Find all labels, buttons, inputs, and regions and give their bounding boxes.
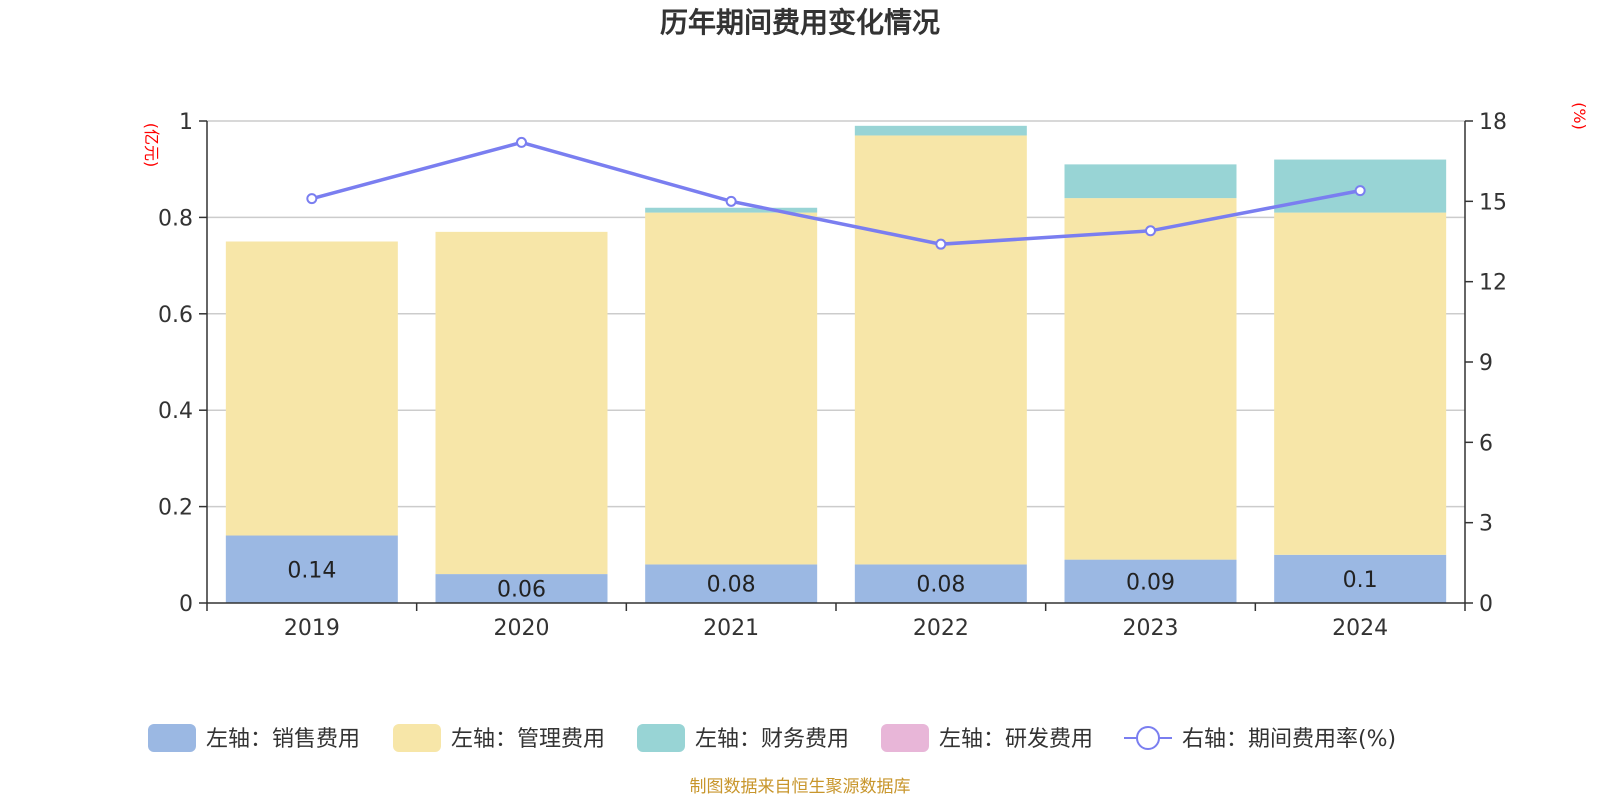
legend-item-finance[interactable]: 左轴：财务费用	[637, 724, 849, 752]
source-note: 制图数据来自恒生聚源数据库	[690, 777, 911, 797]
legend-label: 左轴：研发费用	[939, 727, 1093, 752]
bar-sales-2021[interactable]	[645, 564, 818, 603]
axes: 0 0.2 0.4 0.6 0.8 1 0 3 6 9 12 15 18 2019 2020 2021 2022…	[158, 110, 1507, 641]
bar-sales-2024[interactable]	[1274, 554, 1447, 603]
left-tick-label: 0	[179, 592, 193, 617]
bar-sales-2023[interactable]	[1064, 559, 1237, 603]
legend-label: 右轴：期间费用率(%)	[1182, 727, 1396, 752]
bar-admin-2023[interactable]	[1064, 198, 1237, 560]
bar-value-label: 0.08	[916, 573, 965, 598]
rate-point[interactable]	[516, 136, 527, 148]
right-tick-label: 3	[1479, 512, 1493, 537]
bar-labels: 0.14 0.06 0.08 0.08 0.09 0.1	[287, 558, 1377, 602]
bar-value-label: 0.08	[707, 573, 756, 598]
rate-series-line	[311, 140, 1361, 246]
bar-admin-2020[interactable]	[435, 231, 608, 575]
rate-point[interactable]	[1354, 185, 1366, 197]
bar-finance-2023[interactable]	[1064, 164, 1237, 199]
bar-value-label: 0.14	[287, 558, 336, 583]
bar-finance-2021[interactable]	[645, 207, 818, 213]
x-tick-label: 2023	[1123, 616, 1179, 641]
right-axis-unit: (%)	[1570, 102, 1589, 130]
x-tick-label: 2021	[703, 616, 759, 641]
x-tick-label: 2020	[494, 616, 550, 641]
bar-sales-2022[interactable]	[854, 564, 1027, 603]
bar-value-label: 0.06	[497, 578, 546, 603]
legend-item-rate[interactable]: 右轴：期间费用率(%)	[1124, 726, 1396, 752]
legend-label: 左轴：财务费用	[695, 727, 849, 752]
chart-title: 历年期间费用变化情况	[660, 6, 940, 39]
legend-label: 左轴：管理费用	[451, 727, 605, 752]
bar-value-label: 0.09	[1126, 570, 1175, 595]
left-tick-label: 1	[179, 110, 193, 135]
right-tick-label: 9	[1479, 351, 1493, 376]
rate-point[interactable]	[935, 238, 947, 250]
bar-value-label: 0.1	[1343, 568, 1378, 593]
bar-admin-2021[interactable]	[645, 212, 818, 565]
legend-item-admin[interactable]: 左轴：管理费用	[393, 724, 605, 752]
legend-swatch	[393, 724, 441, 752]
gridlines	[207, 120, 1465, 508]
x-tick-label: 2024	[1332, 616, 1388, 641]
left-tick-label: 0.2	[158, 496, 193, 521]
left-axis-unit: (亿元)	[142, 123, 161, 168]
legend-swatch	[148, 724, 196, 752]
right-tick-label: 12	[1479, 271, 1507, 296]
right-tick-label: 0	[1479, 592, 1493, 617]
x-tick-label: 2019	[284, 616, 340, 641]
legend-swatch	[637, 724, 685, 752]
right-tick-label: 6	[1479, 431, 1493, 456]
legend[interactable]: 左轴：销售费用 左轴：管理费用 左轴：财务费用 左轴：研发费用 右轴：期间费用率(%)	[148, 724, 1396, 752]
legend-marker-icon	[1136, 726, 1160, 750]
bar-admin-2022[interactable]	[854, 135, 1027, 565]
legend-label: 左轴：销售费用	[206, 727, 360, 752]
bar-sales-2020[interactable]	[435, 574, 608, 603]
right-tick-label: 18	[1479, 110, 1507, 135]
legend-swatch	[881, 724, 929, 752]
rate-point[interactable]	[306, 193, 318, 205]
right-tick-label: 15	[1479, 190, 1507, 215]
left-tick-label: 0.6	[158, 303, 193, 328]
left-tick-label: 0.4	[158, 399, 193, 424]
bars	[225, 125, 1447, 603]
bar-sales-2019[interactable]	[225, 535, 398, 603]
bar-admin-2024[interactable]	[1274, 212, 1447, 555]
rate-point[interactable]	[725, 195, 737, 207]
bar-admin-2019[interactable]	[225, 241, 398, 536]
left-tick-label: 0.8	[158, 206, 193, 231]
bar-finance-2022[interactable]	[854, 125, 1027, 136]
x-tick-label: 2022	[913, 616, 969, 641]
rate-line	[306, 136, 1366, 250]
legend-item-sales[interactable]: 左轴：销售费用	[148, 724, 360, 752]
rate-point[interactable]	[1145, 225, 1156, 237]
legend-item-rd[interactable]: 左轴：研发费用	[881, 724, 1093, 752]
